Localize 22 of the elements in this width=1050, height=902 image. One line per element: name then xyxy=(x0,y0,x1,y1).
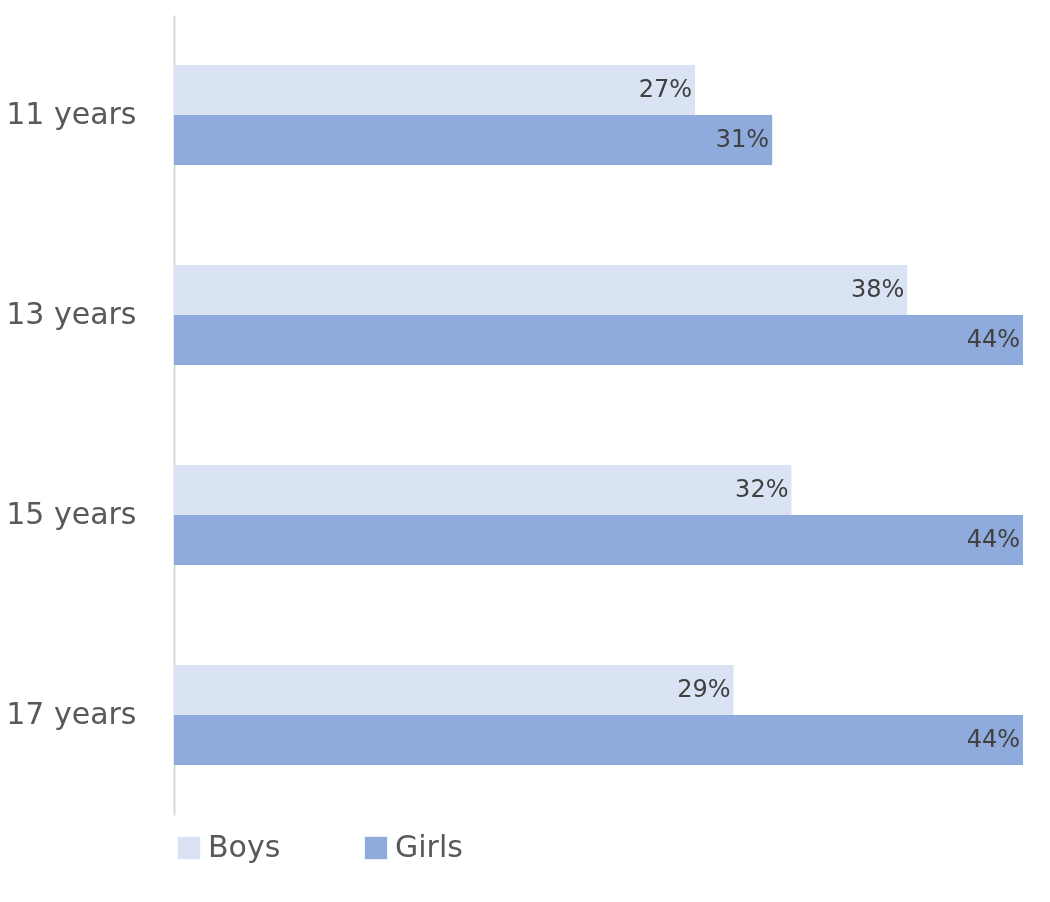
data-label: 44% xyxy=(966,525,1020,553)
bar xyxy=(174,65,695,115)
bar xyxy=(174,715,1023,765)
data-label: 44% xyxy=(966,325,1020,353)
data-label: 32% xyxy=(735,475,789,503)
bar xyxy=(174,315,1023,365)
data-label: 44% xyxy=(966,725,1020,753)
y-tick-label: 11 years xyxy=(6,96,137,131)
y-tick-label: 17 years xyxy=(6,696,137,731)
data-label: 38% xyxy=(850,275,905,303)
bar xyxy=(174,665,734,715)
bar xyxy=(174,515,1023,565)
y-tick-label: 13 years xyxy=(6,296,137,331)
bar xyxy=(174,465,792,515)
data-label: 29% xyxy=(677,675,731,703)
bar xyxy=(174,115,773,165)
legend-label: Girls xyxy=(395,829,463,864)
bar xyxy=(174,265,908,315)
legend-label: Boys xyxy=(208,829,281,864)
y-tick-label: 15 years xyxy=(6,496,137,531)
data-label: 31% xyxy=(715,125,770,153)
data-label: 27% xyxy=(638,75,692,103)
